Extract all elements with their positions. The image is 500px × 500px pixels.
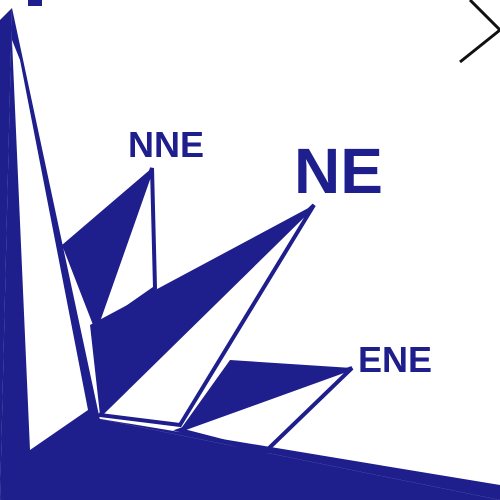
east-point [0,418,500,500]
label-ene: ENE [358,339,432,380]
east-point-dark-edge [95,418,500,500]
north-point-shade [0,8,12,500]
ne-point-light [95,203,316,428]
top-notch [28,0,42,6]
nne-point-dark [62,168,152,330]
north-point-highlight [12,40,88,450]
corner-line-mark [459,0,500,64]
label-nne: NNE [128,124,204,165]
label-ne: NE [294,135,383,207]
